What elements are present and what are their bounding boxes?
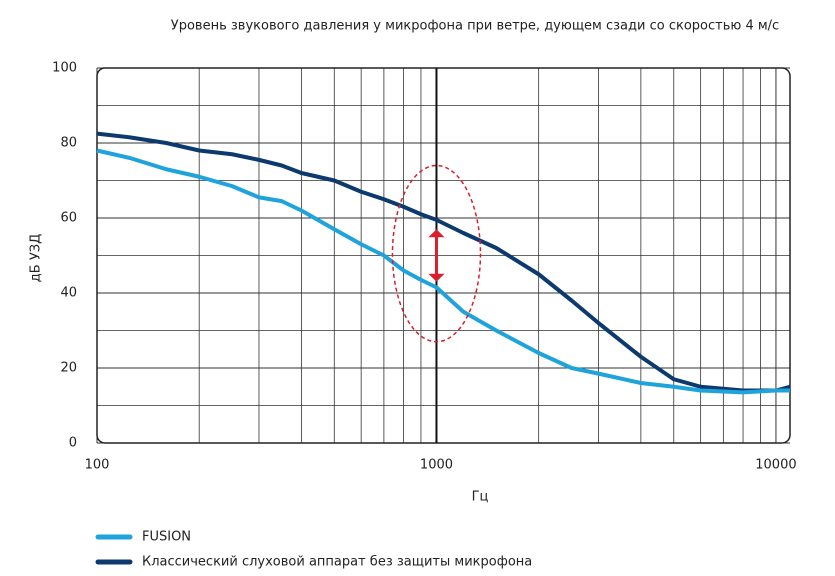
legend-label: FUSION (142, 530, 191, 545)
x-tick-label: 100 (85, 458, 110, 473)
arrow-head (428, 273, 445, 282)
y-tick-label: 0 (69, 436, 77, 451)
y-tick-label: 60 (60, 211, 77, 226)
plot-frame (96, 67, 791, 444)
y-axis-label: дБ УЗД (29, 234, 44, 282)
y-tick-label: 100 (52, 61, 77, 76)
chart-title: Уровень звукового давления у микрофона п… (171, 19, 779, 34)
x-axis-label: Гц (472, 490, 489, 505)
x-tick-label: 10000 (755, 458, 796, 473)
legend-label: Классический слуховой аппарат без защиты… (142, 555, 532, 570)
y-tick-label: 80 (60, 136, 77, 151)
highlight-ellipse (391, 164, 482, 343)
x-tick-label: 1000 (420, 458, 453, 473)
series-line (96, 131, 791, 393)
y-tick-label: 40 (60, 286, 77, 301)
arrow-head (428, 229, 445, 238)
series-line (96, 148, 790, 395)
y-tick-label: 20 (60, 361, 77, 376)
